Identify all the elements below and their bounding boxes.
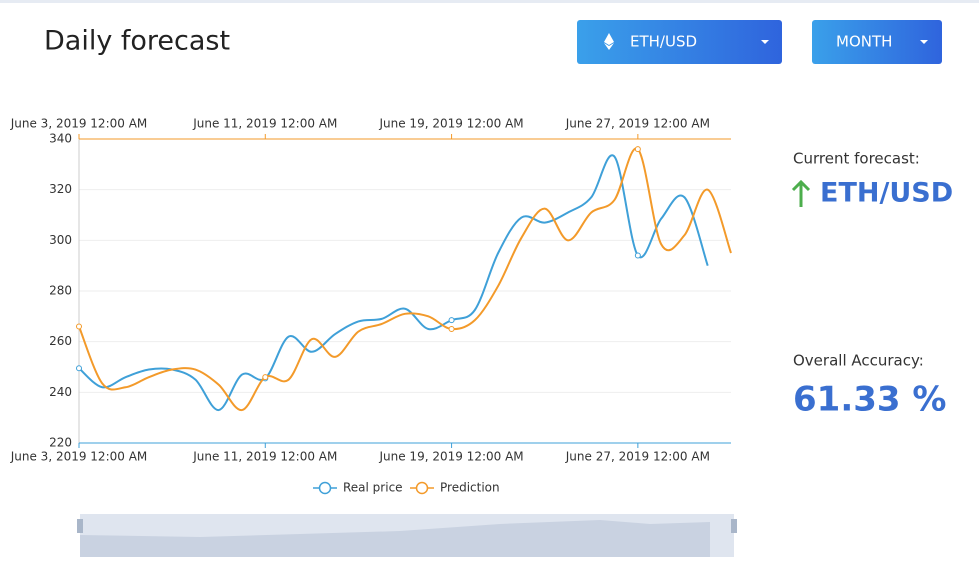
point-marker [634, 146, 641, 153]
x-tick-label: June 19, 2019 12:00 AM [378, 117, 523, 131]
x-tick-label: June 19, 2019 12:00 AM [378, 450, 523, 464]
point-marker [76, 323, 82, 330]
y-tick-label: 300 [49, 233, 72, 247]
point-marker [448, 326, 455, 332]
forecast-pair: ETH/USD [820, 178, 953, 209]
y-tick-label: 340 [49, 132, 72, 146]
up-arrow [791, 179, 811, 207]
point-marker [448, 317, 455, 324]
forecast-label: Current forecast: [793, 150, 920, 168]
page-title: Daily forecast [44, 26, 230, 57]
slider-preview [80, 520, 710, 557]
price-line [78, 154, 709, 412]
period-label[interactable]: MONTH [836, 33, 892, 51]
pair-dropdown[interactable]: ETH/USD [577, 20, 782, 64]
eth-icon [604, 33, 614, 50]
pair-label[interactable]: ETH/USD [630, 33, 697, 51]
legend-icon [415, 481, 429, 495]
y-tick-label: 220 [49, 436, 72, 450]
x-tick-label: June 3, 2019 12:00 AM [10, 450, 148, 464]
caret [920, 40, 928, 44]
zoom-slider[interactable] [77, 514, 737, 557]
x-tick-label: June 27, 2019 12:00 AM [565, 450, 710, 464]
pair-button[interactable] [577, 20, 782, 64]
period-button[interactable] [812, 20, 942, 64]
legend-label: Prediction [440, 481, 500, 495]
caret [761, 40, 769, 44]
price-line [78, 147, 732, 412]
x-tick-label: June 11, 2019 12:00 AM [192, 117, 337, 131]
y-tick-label: 320 [49, 182, 72, 196]
legend-label: Real price [343, 481, 403, 495]
slider-handle[interactable] [731, 519, 737, 533]
point-marker [262, 374, 269, 381]
y-tick-label: 240 [49, 385, 72, 399]
slider-handle[interactable] [77, 519, 83, 533]
accuracy-value: 61.33 % [793, 380, 946, 420]
accuracy-label: Overall Accuracy: [793, 352, 924, 370]
x-tick-label: June 11, 2019 12:00 AM [192, 450, 337, 464]
legend-icon [318, 481, 332, 495]
x-tick-label: June 27, 2019 12:00 AM [565, 117, 710, 131]
top-bar [0, 0, 979, 3]
y-tick-label: 280 [49, 284, 72, 298]
period-dropdown[interactable]: MONTH [812, 20, 942, 64]
point-marker [76, 365, 82, 372]
point-marker [634, 252, 641, 259]
y-tick-label: 260 [49, 334, 72, 348]
x-tick-label: June 3, 2019 12:00 AM [10, 117, 148, 131]
